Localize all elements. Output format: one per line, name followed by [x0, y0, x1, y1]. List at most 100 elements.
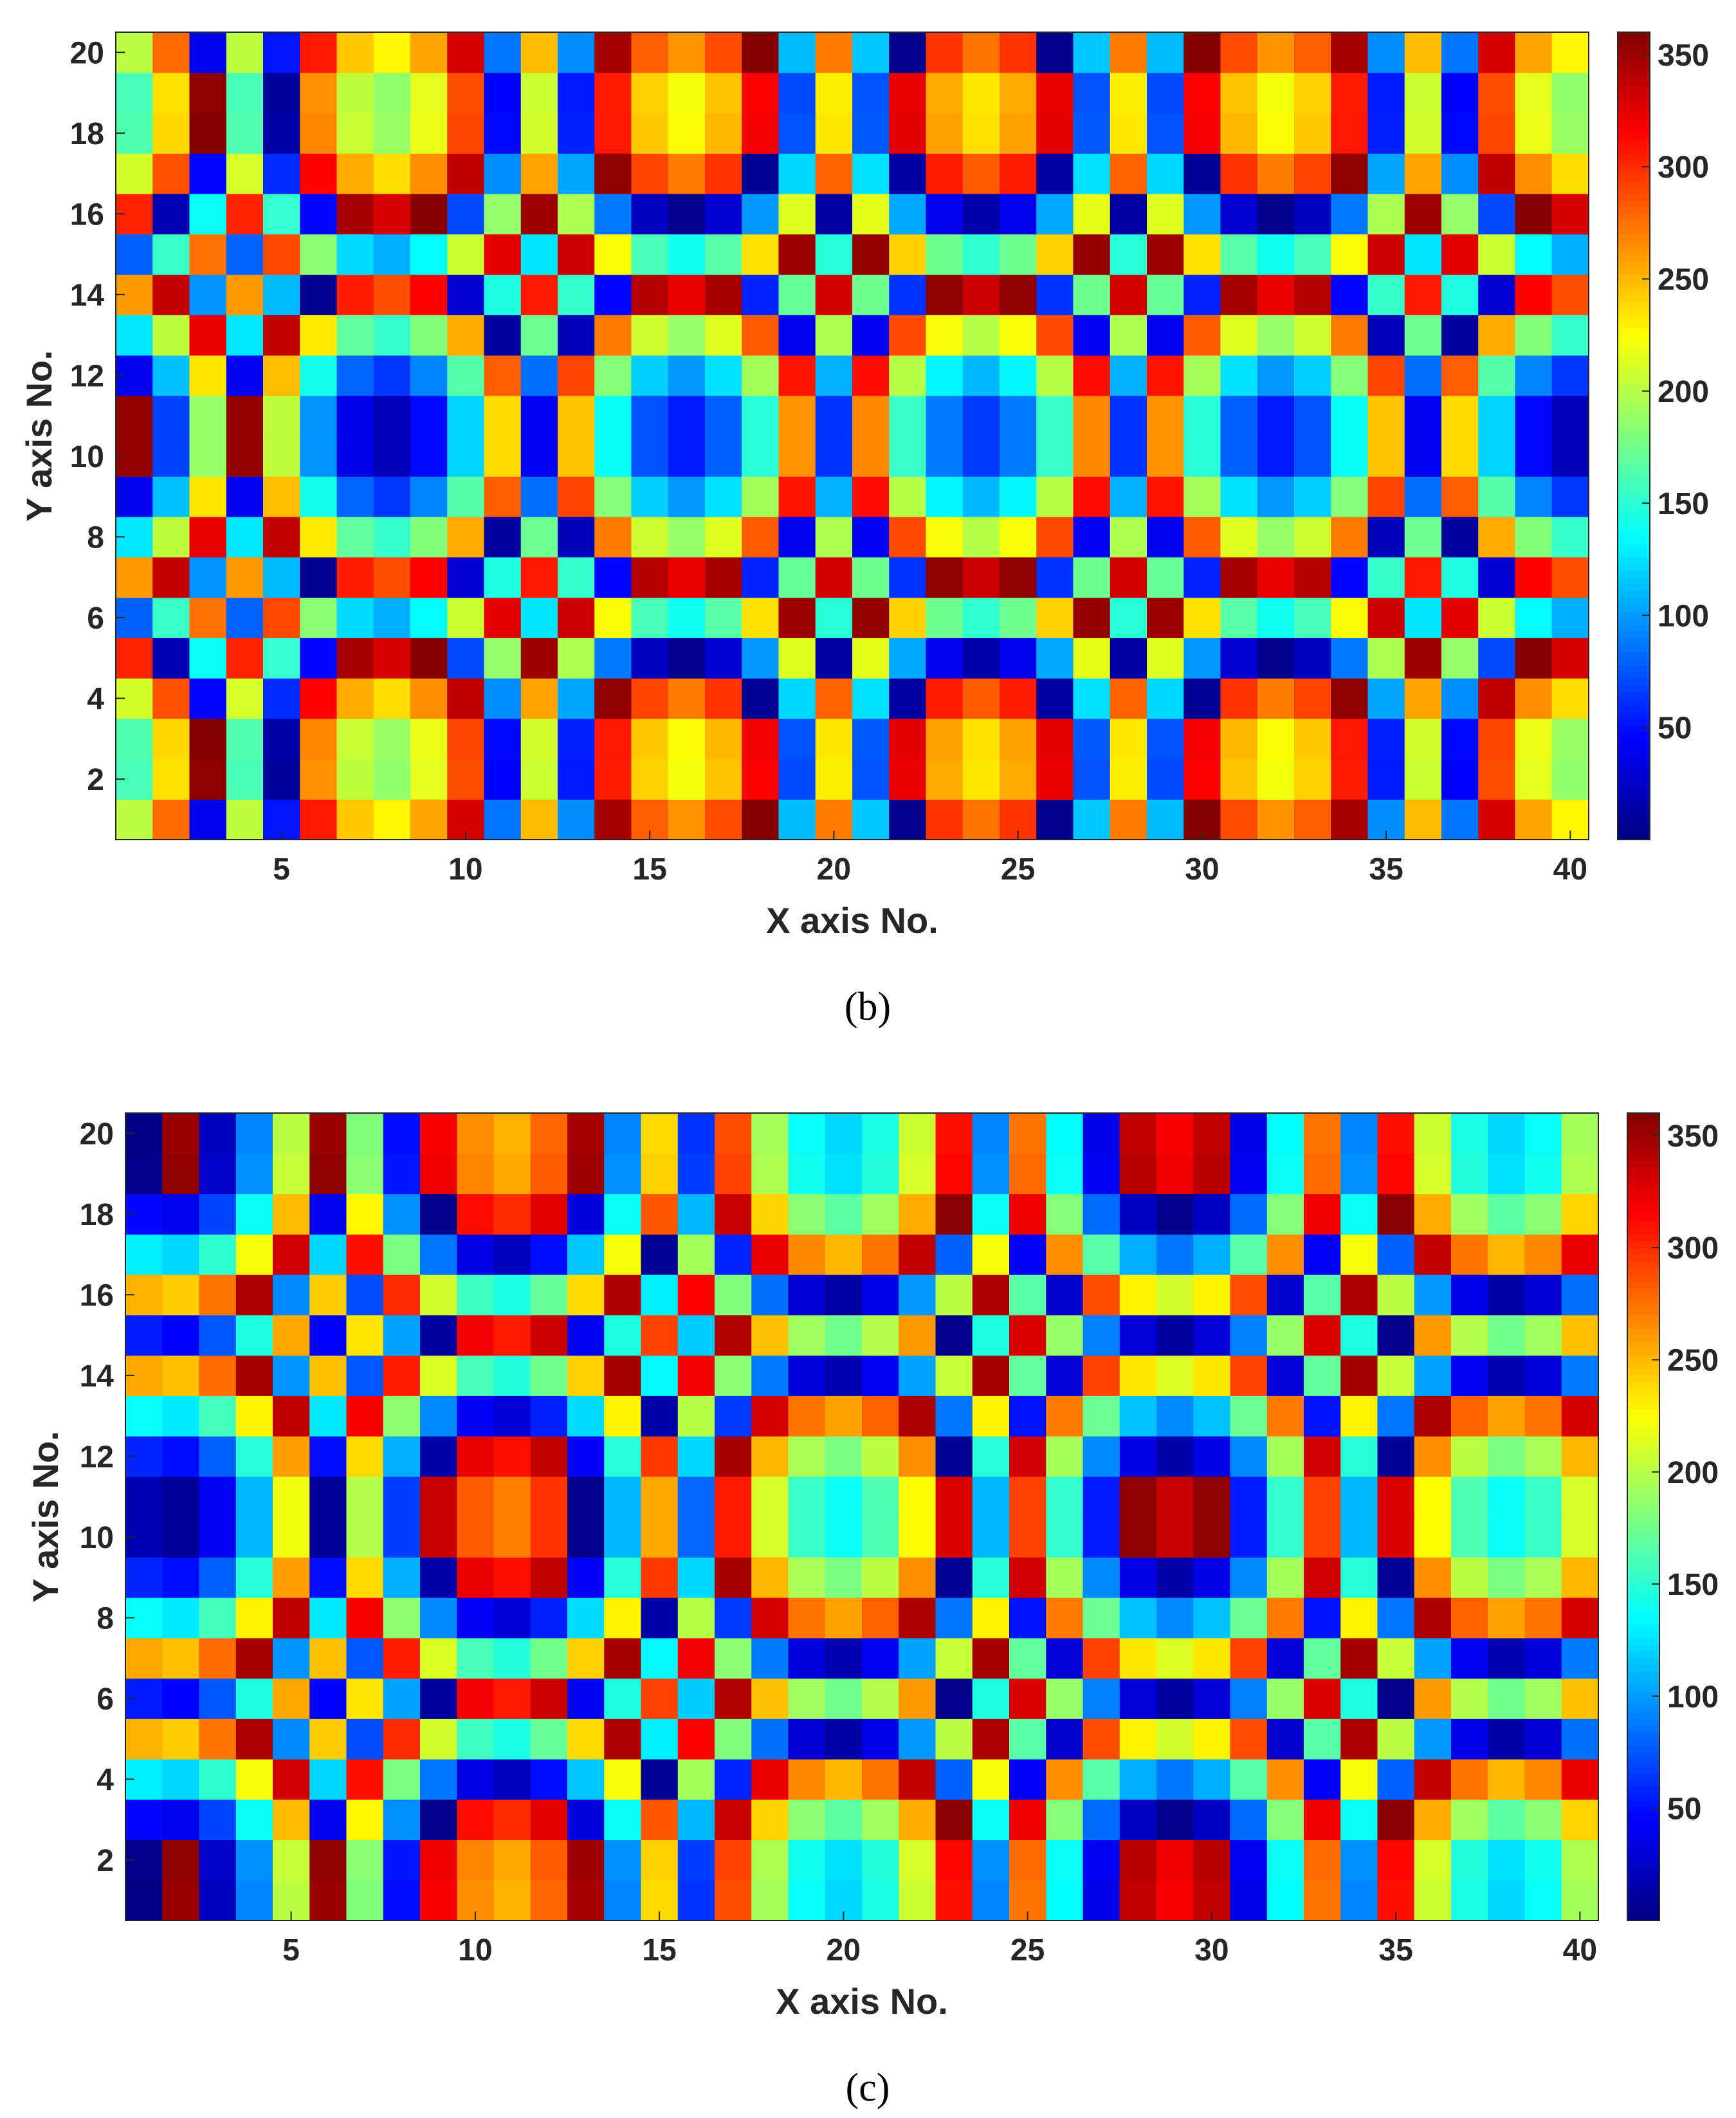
heatmap-cell: [1304, 1395, 1341, 1437]
heatmap-cell: [1083, 1234, 1120, 1275]
colorbar-segment: [1627, 1792, 1659, 1800]
heatmap-cell: [1036, 113, 1074, 154]
heatmap-cell: [1340, 1759, 1378, 1800]
heatmap-cell: [1036, 315, 1074, 356]
heatmap-cell: [788, 1395, 826, 1437]
heatmap-cell: [862, 1718, 899, 1760]
colorbar-segment: [1627, 1779, 1659, 1787]
x-tick-label: 10: [448, 852, 482, 887]
heatmap-cell: [889, 72, 927, 114]
heatmap-cell: [862, 1637, 899, 1679]
colorbar-segment: [1627, 1153, 1659, 1161]
heatmap-cell: [677, 1234, 715, 1275]
colorbar-segment: [1627, 1543, 1659, 1551]
heatmap-cell: [300, 476, 338, 517]
heatmap-cell: [152, 638, 190, 679]
heatmap-cell: [594, 436, 632, 477]
heatmap-cell: [962, 436, 1000, 477]
heatmap-cell: [263, 638, 300, 679]
heatmap-cell: [677, 1799, 715, 1841]
colorbar-segment: [1627, 1227, 1659, 1235]
heatmap-cell: [1414, 1839, 1452, 1881]
heatmap-cell: [1147, 234, 1184, 275]
colorbar-tick-label: 250: [1658, 262, 1709, 297]
heatmap-cell: [530, 1718, 568, 1760]
colorbar-segment: [1627, 1550, 1659, 1558]
heatmap-cell: [1561, 1314, 1599, 1356]
heatmap-cell: [751, 1193, 789, 1235]
heatmap-cell: [715, 1759, 752, 1800]
heatmap-cell: [1083, 1153, 1120, 1195]
heatmap-cell: [383, 1355, 421, 1396]
heatmap-cell: [567, 1718, 605, 1760]
heatmap-cell: [1478, 638, 1516, 679]
heatmap-cell: [410, 597, 448, 638]
heatmap-cell: [373, 395, 411, 437]
heatmap-cell: [815, 476, 853, 517]
heatmap-cell: [199, 1637, 237, 1679]
heatmap-cell: [520, 194, 558, 235]
heatmap-cell: [410, 72, 448, 114]
colorbar-segment: [1627, 1785, 1659, 1793]
heatmap-cell: [1119, 1799, 1157, 1841]
heatmap-cell: [226, 678, 264, 719]
x-tick-label: 30: [1194, 1933, 1229, 1967]
heatmap-cell: [1478, 759, 1516, 800]
heatmap-cell: [825, 1516, 863, 1558]
heatmap-cell: [715, 1516, 752, 1558]
heatmap-cell: [1000, 395, 1037, 437]
heatmap-cell: [189, 517, 227, 558]
heatmap-cell: [383, 1799, 421, 1841]
colorbar-segment: [1627, 1765, 1659, 1773]
heatmap-cell: [420, 1234, 457, 1275]
colorbar-segment: [1627, 1752, 1659, 1760]
heatmap-cell: [788, 1598, 826, 1639]
heatmap-cell: [1119, 1113, 1157, 1154]
heatmap-cell: [1515, 557, 1553, 598]
heatmap-cell: [1000, 638, 1037, 679]
heatmap-cell: [1119, 1598, 1157, 1639]
heatmap-cell: [926, 718, 964, 760]
heatmap-cell: [383, 1476, 421, 1518]
heatmap-cell: [189, 32, 227, 73]
heatmap-cell: [530, 1799, 568, 1841]
colorbar-segment: [1627, 1275, 1659, 1282]
colorbar-segment: [1618, 739, 1650, 746]
heatmap-cell: [226, 355, 264, 396]
heatmap-cell: [1451, 1113, 1488, 1154]
heatmap-cell: [1404, 799, 1442, 840]
heatmap-cell: [1451, 1234, 1488, 1275]
heatmap-cell: [162, 1557, 200, 1598]
heatmap-cell: [162, 1436, 200, 1477]
heatmap-cell: [862, 1598, 899, 1639]
heatmap-cell: [778, 395, 816, 437]
heatmap-cell: [420, 1395, 457, 1437]
heatmap-cell: [263, 718, 300, 760]
heatmap-cell: [668, 274, 706, 315]
heatmap-cell: [1257, 436, 1295, 477]
heatmap-cell: [972, 1314, 1010, 1356]
heatmap-cell: [594, 274, 632, 315]
heatmap-cell: [751, 1516, 789, 1558]
heatmap-cell: [1367, 315, 1405, 356]
heatmap-cell: [373, 315, 411, 356]
heatmap-cell: [373, 718, 411, 760]
heatmap-cell: [604, 1193, 642, 1235]
heatmap-cell: [1110, 517, 1147, 558]
heatmap-cell: [336, 436, 374, 477]
heatmap-cell: [558, 436, 595, 477]
heatmap-cell: [926, 436, 964, 477]
heatmap-cell: [899, 1113, 937, 1154]
heatmap-cell: [1147, 153, 1184, 194]
heatmap-cell: [1073, 234, 1111, 275]
heatmap-cell: [1156, 1355, 1194, 1396]
y-tick-label: 6: [96, 1682, 114, 1717]
heatmap-cell: [715, 1113, 752, 1154]
heatmap-cell: [1478, 355, 1516, 396]
heatmap-cell: [567, 1516, 605, 1558]
heatmap-cell: [273, 1314, 310, 1356]
heatmap-cell: [567, 1678, 605, 1719]
colorbar-segment: [1618, 402, 1650, 410]
heatmap-cell: [1441, 799, 1479, 840]
heatmap-cell: [346, 1113, 384, 1154]
